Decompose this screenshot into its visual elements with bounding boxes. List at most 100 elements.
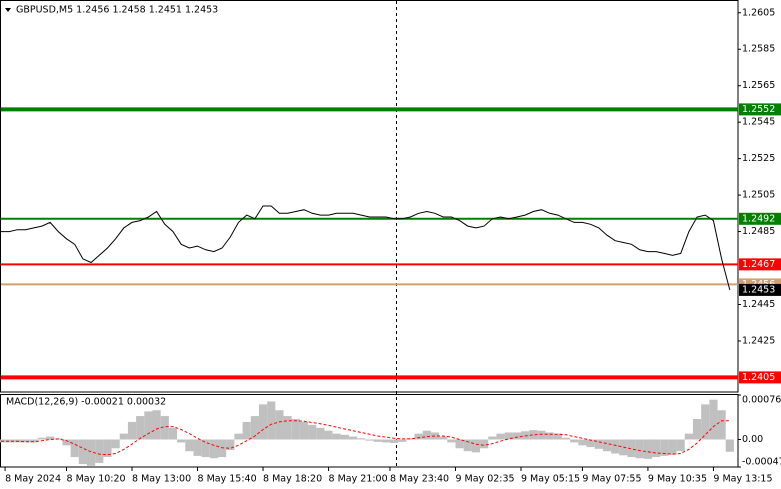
chart-title: GBPUSD,M5 1.2456 1.2458 1.2451 1.2453 [16, 5, 218, 16]
macd-bar [545, 432, 554, 440]
macd-bar [561, 437, 571, 440]
macd-bar [283, 416, 292, 440]
macd-bar [594, 439, 603, 449]
macd-bar [218, 439, 227, 458]
macd-bar [103, 439, 112, 458]
x-tick-label: 8 May 23:40 [390, 474, 449, 485]
macd-bar [250, 416, 259, 440]
macd-bar [242, 421, 251, 440]
macd-bar [37, 437, 47, 440]
macd-bar [316, 427, 325, 440]
y-tick-label: 1.2585 [742, 44, 775, 55]
macd-bar [46, 436, 55, 440]
macd-bar [389, 439, 399, 443]
macd-bar [684, 433, 693, 440]
current-price-label: 1.2453 [742, 284, 775, 295]
macd-bar [463, 439, 472, 452]
macd-bar [111, 439, 120, 449]
macd-bar [95, 439, 104, 463]
macd-bar [725, 439, 734, 452]
macd-bar [676, 439, 685, 452]
main-panel-frame [0, 0, 739, 393]
macd-bar [275, 410, 284, 440]
y-tick-label: 1.2505 [742, 190, 775, 201]
macd-bar [627, 439, 636, 458]
x-tick-label: 8 May 13:00 [132, 474, 191, 485]
y-tick-label: 1.2605 [742, 7, 775, 18]
y-tick-label: 0.00076 [742, 395, 781, 406]
macd-bar [29, 439, 38, 443]
y-tick-label: 1.2485 [742, 226, 775, 237]
macd-bar [299, 421, 309, 440]
x-tick-label: 9 May 13:15 [713, 474, 772, 485]
macd-bar [144, 411, 153, 440]
macd-bar [70, 439, 79, 458]
macd-bar [152, 410, 161, 440]
macd-bar [553, 433, 562, 440]
macd-bar [570, 439, 579, 443]
macd-bar [381, 439, 390, 443]
macd-title: MACD(12,26,9) -0.00021 0.00032 [6, 397, 166, 408]
macd-bar [455, 439, 464, 449]
macd-bar [168, 427, 178, 440]
x-tick-label: 8 May 15:40 [198, 474, 257, 485]
macd-bar [177, 439, 186, 443]
price-level-label: 1.2492 [742, 213, 775, 224]
macd-bar [406, 438, 415, 440]
macd-bar [21, 439, 30, 443]
macd-bar [349, 436, 358, 440]
macd-bar [332, 433, 341, 440]
macd-bar [520, 431, 530, 440]
macd-bar [185, 439, 194, 452]
x-tick-label: 8 May 10:20 [67, 474, 126, 485]
macd-bar [414, 433, 423, 440]
price-level-label: 1.2467 [742, 259, 775, 270]
macd-bar [668, 439, 677, 455]
price-level-label-bg [739, 103, 781, 116]
macd-bar [62, 439, 71, 446]
x-tick-label: 8 May 2024 [5, 474, 61, 485]
y-tick-label: 0.00 [742, 434, 763, 445]
price-level-label: 1.2405 [742, 372, 775, 383]
y-tick-label: 1.2525 [742, 153, 775, 164]
macd-bar [291, 419, 300, 440]
x-tick-label: 9 May 10:35 [648, 474, 707, 485]
x-tick-label: 9 May 02:35 [455, 474, 514, 485]
price-level-label-bg [739, 371, 781, 384]
price-line [1, 205, 731, 291]
macd-bar [701, 404, 710, 440]
y-tick-label: 1.2445 [742, 299, 775, 310]
y-tick-label: 1.2565 [742, 80, 775, 91]
macd-bar [324, 430, 333, 440]
macd-bar [512, 432, 521, 440]
macd-bar [209, 439, 219, 459]
macd-bar [635, 439, 644, 459]
macd-bar [660, 439, 669, 456]
macd-panel-frame [0, 394, 739, 468]
y-tick-label: 1.2425 [742, 335, 775, 346]
macd-bar [422, 430, 431, 440]
macd-bar [398, 439, 407, 442]
macd-bar [578, 439, 587, 446]
macd-bar [193, 439, 202, 456]
macd-bar [488, 436, 497, 440]
macd-bar [496, 433, 505, 440]
macd-bar [439, 436, 448, 440]
symbol-menu-icon[interactable] [5, 8, 11, 12]
macd-bar [643, 439, 653, 459]
y-tick-label: -0.00047 [742, 457, 781, 468]
macd-bar [471, 439, 481, 453]
macd-bar [127, 421, 137, 440]
macd-bar [357, 438, 366, 440]
macd-bar [226, 439, 235, 451]
macd-bar [447, 439, 456, 443]
macd-bar [86, 439, 96, 466]
macd-bar [537, 430, 546, 440]
x-tick-label: 9 May 07:55 [582, 474, 641, 485]
y-tick-label: 1.2545 [742, 117, 775, 128]
x-tick-label: 8 May 18:20 [263, 474, 322, 485]
macd-bar [365, 439, 374, 441]
macd-bar [692, 419, 702, 440]
